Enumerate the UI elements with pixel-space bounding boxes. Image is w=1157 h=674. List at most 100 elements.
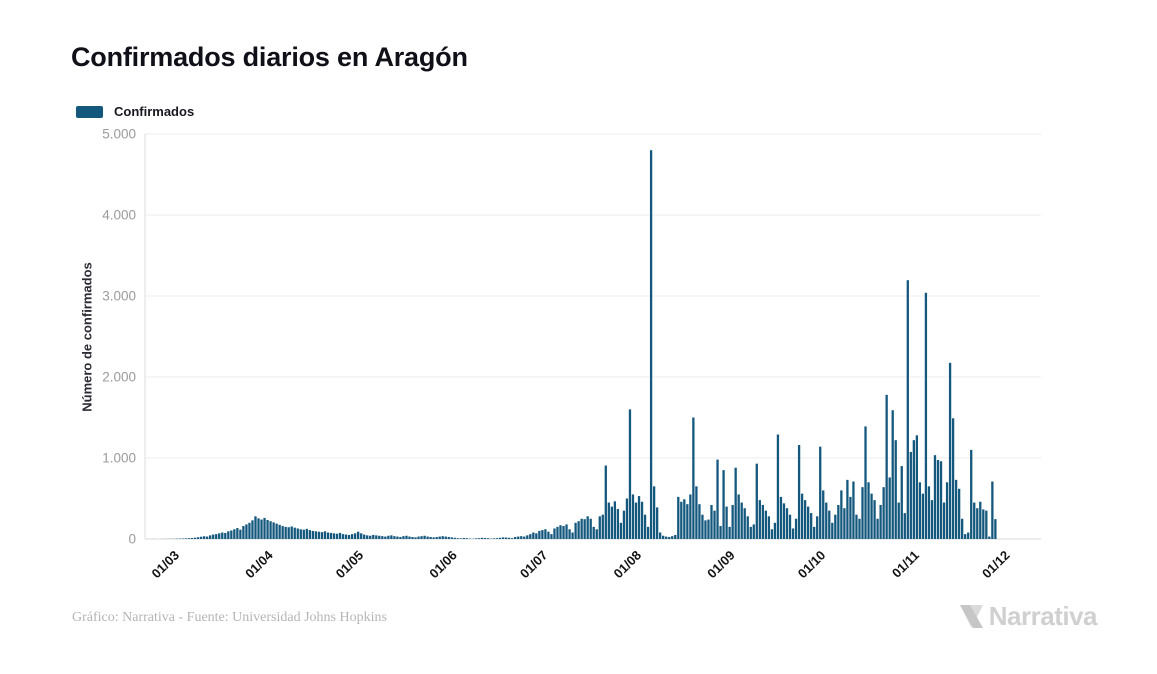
- bar: [275, 523, 278, 539]
- bar: [788, 514, 792, 539]
- bar: [743, 508, 746, 539]
- bar: [864, 426, 867, 539]
- bar: [199, 536, 203, 539]
- bar: [698, 504, 701, 539]
- bar: [350, 534, 354, 539]
- bar: [317, 531, 321, 539]
- bar: [190, 538, 194, 539]
- bar: [967, 532, 970, 539]
- bar: [716, 459, 719, 539]
- bar: [680, 501, 683, 539]
- bar: [357, 531, 360, 539]
- bar: [477, 538, 481, 539]
- bar: [215, 534, 218, 539]
- bar: [988, 536, 991, 539]
- bar: [734, 467, 737, 539]
- bar: [224, 532, 227, 540]
- brand-logo: Narrativa: [958, 601, 1098, 632]
- bar: [465, 538, 469, 539]
- source-credit: Gráfico: Narrativa - Fuente: Universidad…: [72, 610, 387, 625]
- bar: [532, 532, 535, 539]
- bar: [622, 510, 626, 539]
- bar: [332, 533, 336, 539]
- bar: [441, 536, 444, 539]
- bar: [553, 528, 556, 539]
- bar: [538, 530, 541, 539]
- bar: [662, 535, 665, 539]
- bar: [221, 532, 224, 539]
- bar: [393, 536, 396, 539]
- x-tick-label: 01/06: [426, 548, 460, 582]
- bar: [876, 518, 879, 539]
- bar: [260, 519, 263, 539]
- y-tick-label: 0: [128, 532, 136, 547]
- bar: [637, 496, 641, 539]
- bar: [483, 538, 487, 539]
- bar: [888, 477, 891, 539]
- x-tick-labels: 01/03 01/04 01/05 01/06 01/07 01/08 01/09 01/10…: [148, 547, 1012, 581]
- bar: [459, 538, 462, 539]
- bar: [601, 514, 604, 539]
- bar: [366, 535, 369, 540]
- bar: [429, 536, 432, 539]
- bar: [885, 394, 888, 539]
- bar: [964, 534, 967, 539]
- bar: [837, 504, 840, 539]
- bar: [323, 531, 327, 540]
- bar: [840, 490, 843, 539]
- bar: [740, 502, 743, 539]
- x-tick-label: 01/03: [148, 548, 182, 582]
- bar: [719, 526, 722, 539]
- bar: [764, 510, 768, 539]
- bar: [891, 410, 894, 539]
- bar: [209, 535, 212, 540]
- bar: [915, 435, 919, 539]
- bar: [302, 529, 305, 539]
- bar: [773, 522, 777, 539]
- bar: [574, 522, 577, 539]
- bar: [985, 510, 988, 539]
- bar: [671, 536, 674, 539]
- bar: [945, 482, 949, 539]
- bar: [979, 501, 982, 539]
- bar: [402, 536, 405, 539]
- bar: [447, 536, 450, 539]
- bar: [456, 538, 459, 539]
- bar: [900, 466, 903, 539]
- bar: [794, 518, 798, 539]
- bar: [746, 516, 749, 539]
- narrativa-icon: [959, 605, 983, 628]
- bar: [341, 534, 345, 539]
- bar: [438, 536, 441, 539]
- x-tick-label: 01/11: [889, 548, 922, 581]
- bar: [501, 537, 505, 539]
- legend-label: Confirmados: [114, 104, 195, 119]
- bar: [408, 536, 411, 539]
- bar: [668, 536, 671, 539]
- bar: [381, 536, 384, 539]
- bar: [813, 526, 816, 539]
- bar: [511, 538, 514, 539]
- bar: [248, 522, 251, 539]
- bar: [595, 529, 598, 539]
- bar: [861, 487, 864, 539]
- bar: [906, 280, 909, 539]
- bar: [251, 520, 254, 539]
- bar: [782, 503, 786, 539]
- bar: [731, 504, 734, 539]
- bar: [577, 521, 580, 539]
- bar: [378, 535, 381, 539]
- page-title: Confirmados diarios en Aragón: [71, 42, 468, 72]
- bar: [749, 526, 752, 539]
- bar: [927, 486, 931, 539]
- bar: [994, 519, 997, 539]
- bar: [912, 440, 915, 539]
- bar: [704, 520, 707, 539]
- bar: [767, 516, 771, 539]
- bar: [480, 537, 484, 540]
- x-tick-label: 01/10: [795, 548, 829, 582]
- bar: [257, 518, 260, 540]
- bar: [843, 508, 846, 539]
